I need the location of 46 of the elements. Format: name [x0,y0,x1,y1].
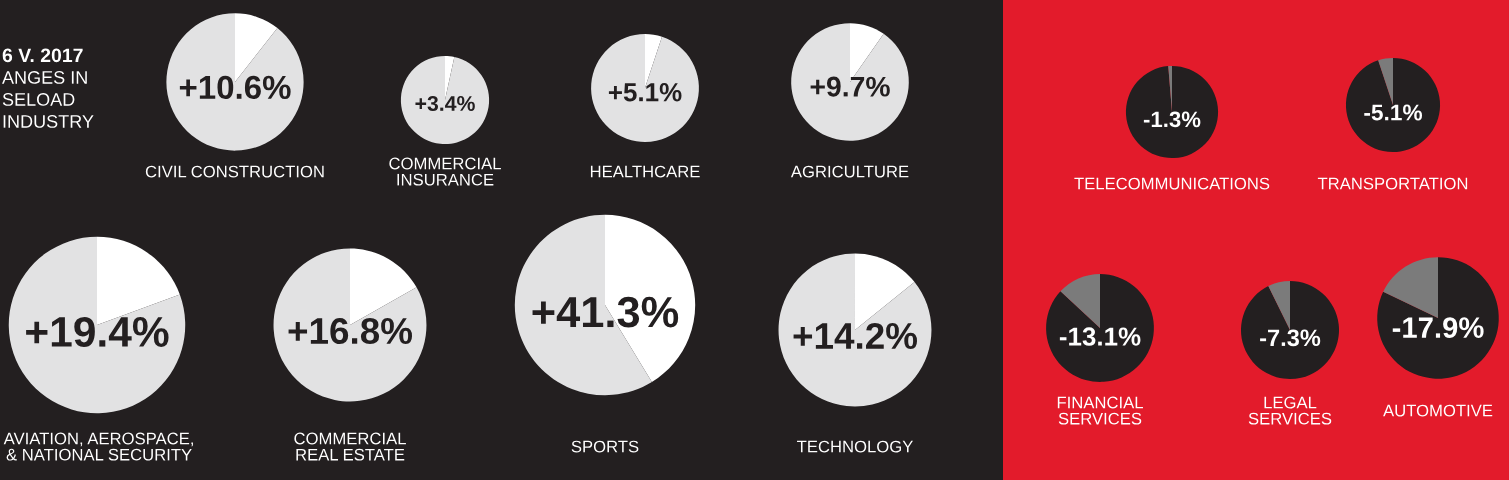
pie-slice [1060,274,1100,328]
text: -7.3% [1260,329,1321,347]
text: LEGAL SERVICES [1248,396,1332,425]
text: TRANSPORTATION [1317,177,1468,190]
text: ANGES IN [2,71,87,84]
pie-slice [273,248,427,402]
text: -17.9% [1392,317,1484,339]
pie-slice [1377,257,1499,379]
pie-slice [1383,257,1438,318]
text: +14.2% [793,322,918,349]
text: FINANCIAL SERVICES [1057,396,1143,425]
pie-slice [1378,57,1393,105]
text: +10.6% [179,75,291,100]
text: SELOAD [2,93,75,106]
text: AGRICULTURE [790,165,909,178]
text: COMMERCIAL INSURANCE [389,157,501,186]
text: -13.1% [1059,327,1141,346]
text: HEALTHCARE [590,165,700,178]
text: TECHNOLOGY [797,440,913,453]
pie-slice [1268,280,1290,330]
text: +5.1% [608,83,682,102]
text: -5.1% [1364,104,1423,121]
text: AVIATION, AEROSPACE, & NATIONAL SECURITY [3,432,193,461]
text: CIVIL CONSTRUCTION [145,165,324,178]
text: AUTOMOTIVE [1383,404,1493,417]
text: TELECOMMUNICATIONS [1074,177,1270,190]
pie-slice [778,253,932,407]
pie-slice [1125,65,1219,159]
text: +41.3% [532,296,679,328]
pie-slice [1046,274,1154,382]
text: COMMERCIAL REAL ESTATE [294,432,406,461]
text: -1.3% [1143,111,1201,128]
text: INDUSTRY [3,115,94,128]
text: 6 V. 2017 [2,48,83,63]
text: +9.7% [810,76,890,97]
text: +3.4% [415,95,475,112]
text: SPORTS [571,440,639,453]
pie-slice [791,23,909,141]
pie-slice [8,236,186,414]
pie-slice [591,34,699,142]
text: +16.8% [288,317,413,345]
pie-slice [1240,280,1340,380]
pie-slice [400,55,490,145]
pie-slice [166,13,304,151]
pie-slice [1345,57,1441,153]
text: +19.4% [26,316,169,347]
